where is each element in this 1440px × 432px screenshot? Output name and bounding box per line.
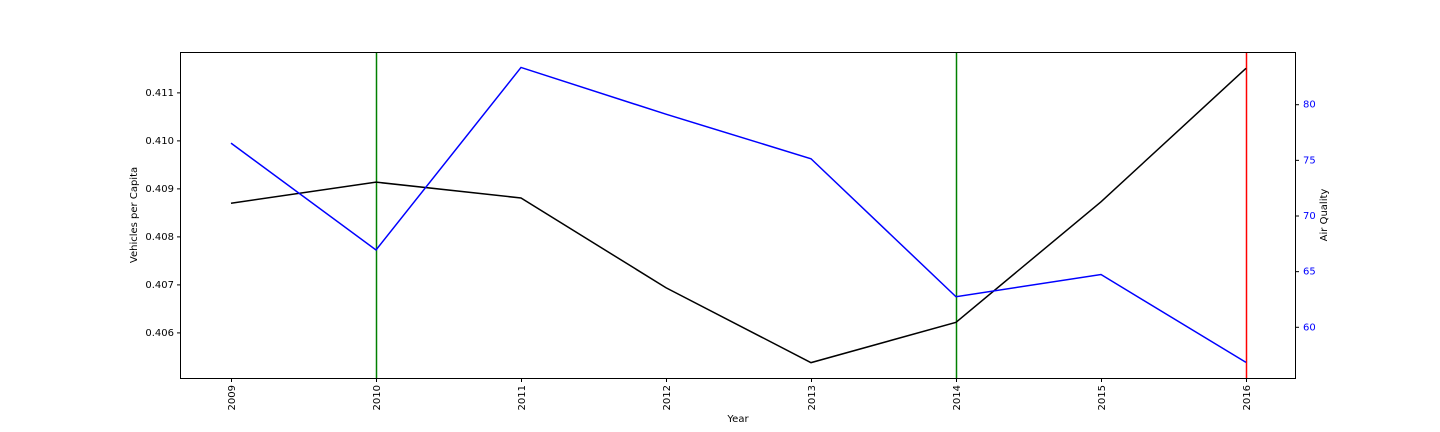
x-tick-label-2010: 2010 — [372, 385, 383, 410]
y-tick-label-0.407: 0.407 — [145, 280, 174, 291]
y-tick-label-0.406: 0.406 — [145, 328, 174, 339]
x-tick-label-2011: 2011 — [517, 385, 528, 410]
x-tick-label-2015: 2015 — [1097, 385, 1108, 410]
y-axis-right: 60 65 70 75 80 — [1295, 100, 1316, 333]
y-tick-label-0.409: 0.409 — [145, 184, 174, 195]
x-tick-label-2016: 2016 — [1242, 385, 1253, 410]
x-axis-title: Year — [726, 414, 749, 425]
series-lines — [230, 66, 1247, 364]
x-tick-label-2013: 2013 — [807, 385, 818, 410]
series-line-air-quality — [230, 66, 1247, 364]
y2-tick-label-75: 75 — [1303, 155, 1316, 166]
y-tick-label-0.411: 0.411 — [145, 88, 174, 99]
y2-tick-label-70: 70 — [1303, 211, 1316, 222]
x-tick-label-2012: 2012 — [662, 385, 673, 410]
y2-tick-label-60: 60 — [1303, 322, 1316, 333]
x-tick-label-2009: 2009 — [227, 385, 238, 410]
series-line-vehicles — [230, 67, 1247, 364]
y-tick-label-0.410: 0.410 — [145, 136, 174, 147]
y-tick-label-0.408: 0.408 — [145, 232, 174, 243]
y2-axis-title: Air Quality — [1319, 189, 1330, 242]
plot-frame — [180, 52, 1296, 379]
x-tick-label-2014: 2014 — [952, 385, 963, 410]
x-axis: 2009 2010 2011 2012 2013 2014 2015 2016 — [227, 378, 1253, 410]
vertical-markers — [375, 53, 1248, 378]
y2-tick-label-80: 80 — [1303, 100, 1316, 111]
y2-tick-label-65: 65 — [1303, 267, 1316, 278]
y-axis-title: Vehicles per Capita — [129, 167, 140, 263]
y-axis-left: 0.406 0.407 0.408 0.409 0.410 0.411 — [145, 88, 181, 339]
